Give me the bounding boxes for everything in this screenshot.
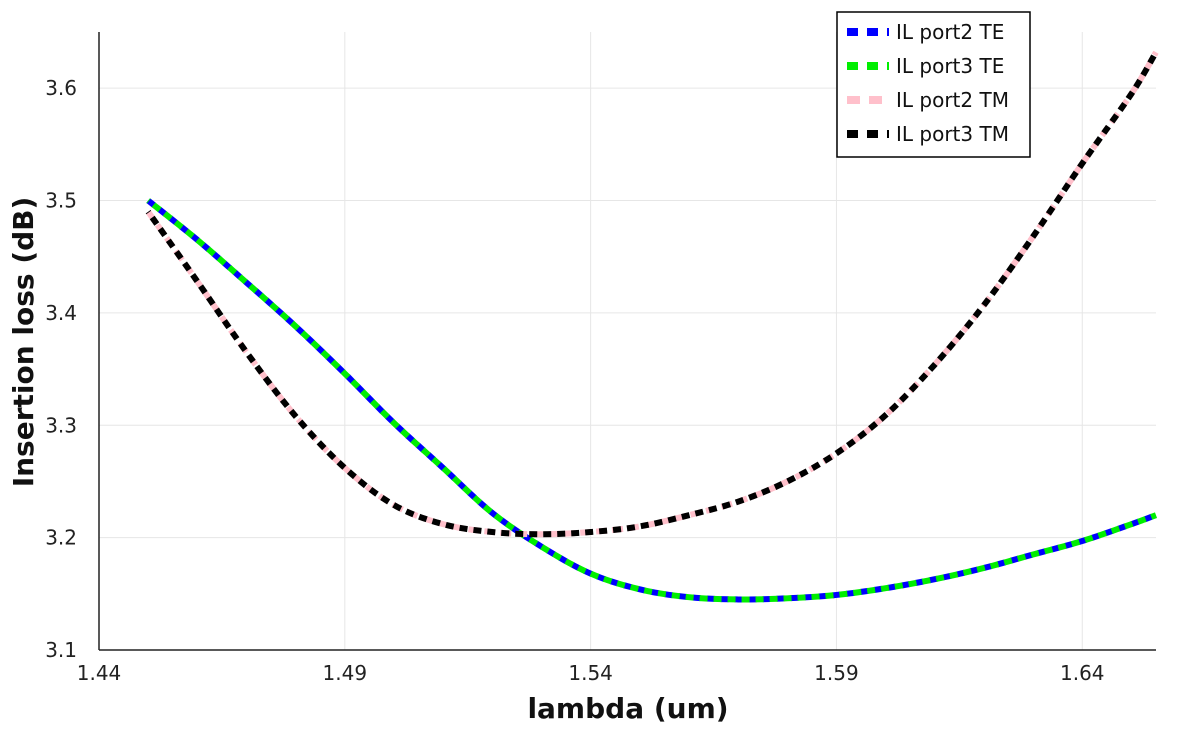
x-tick-label: 1.44 — [77, 661, 122, 685]
axes — [98, 32, 1156, 651]
x-axis-title: lambda (um) — [527, 692, 728, 725]
y-tick-labels: 3.1 3.2 3.3 3.4 3.5 3.6 — [45, 76, 77, 662]
x-tick-label: 1.59 — [814, 661, 859, 685]
legend-label-il-port2-te: IL port2 TE — [896, 20, 1004, 44]
legend-label-il-port3-tm: IL port3 TM — [896, 122, 1009, 146]
x-tick-label: 1.64 — [1060, 661, 1105, 685]
series-line-il-port3-tm — [145, 50, 1159, 538]
legend: IL port2 TE IL port3 TE IL port2 TM IL port… — [836, 11, 1031, 158]
legend-label-il-port2-tm: IL port2 TM — [896, 88, 1009, 112]
y-tick-label: 3.2 — [45, 526, 77, 550]
x-tick-labels: 1.44 1.49 1.54 1.59 1.64 — [77, 661, 1105, 685]
x-tick-label: 1.54 — [568, 661, 613, 685]
y-tick-label: 3.4 — [45, 301, 77, 325]
y-tick-label: 3.5 — [45, 189, 77, 213]
y-tick-label: 3.3 — [45, 413, 77, 437]
y-tick-label: 3.6 — [45, 76, 77, 100]
series-line-il-port2-te — [146, 198, 1158, 603]
y-axis-title: Insertion loss (dB) — [7, 197, 40, 488]
x-tick-label: 1.49 — [323, 661, 368, 685]
series-line-il-port3-te — [146, 198, 1158, 603]
y-tick-label: 3.1 — [45, 638, 77, 662]
series-layer — [145, 50, 1159, 603]
legend-label-il-port3-te: IL port3 TE — [896, 54, 1004, 78]
